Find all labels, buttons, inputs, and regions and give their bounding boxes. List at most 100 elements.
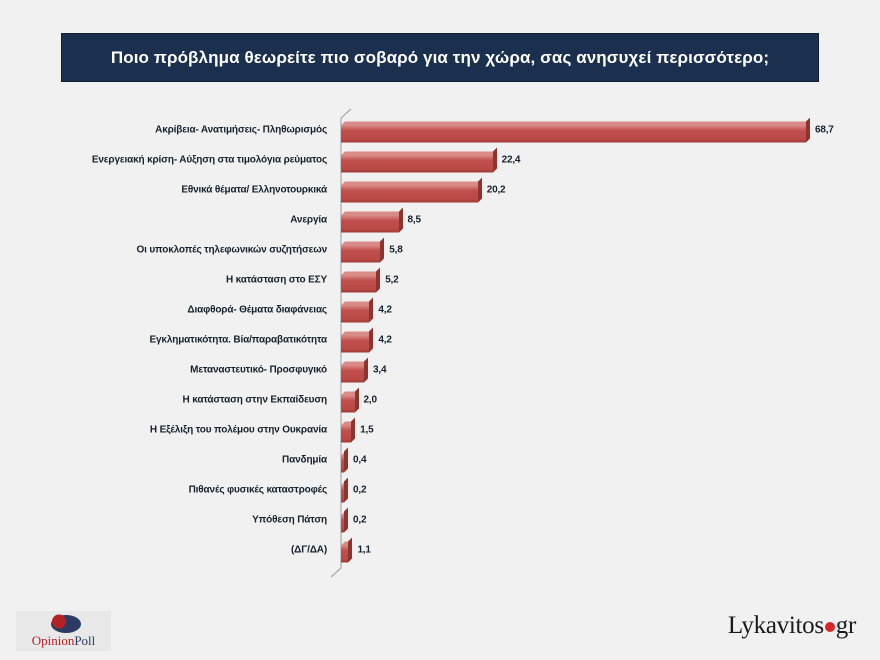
opinionpoll-word-poll: Poll [74, 633, 96, 648]
bar-end-cap [344, 477, 348, 503]
category-label: Η Εξέλιξη του πολέμου στην Ουκρανία [149, 424, 327, 436]
value-label: 2,0 [363, 394, 378, 406]
lykavitos-dot-icon [824, 622, 835, 632]
bar [341, 327, 374, 353]
value-label: 0,2 [353, 514, 367, 526]
bar-front-face [341, 455, 344, 473]
bar-end-cap [364, 357, 368, 383]
bar-front-face [341, 305, 370, 323]
value-label: 5,2 [385, 274, 399, 286]
bar-row: Η κατάσταση στην Εκπαίδευση 2,0 [0, 385, 880, 415]
category-label: Εθνικά θέματα/ Ελληνοτουρκικά [181, 184, 327, 196]
lykavitos-word-tld: gr [835, 612, 857, 639]
bar-row: Εθνικά θέματα/ Ελληνοτουρκικά 20,2 [0, 175, 880, 205]
category-label: Πιθανές φυσικές καταστροφές [188, 484, 328, 496]
bar-end-cap [369, 297, 374, 323]
bar-row: Η κατάσταση στο ΕΣΥ 5,2 [0, 265, 880, 295]
bar-end-cap [806, 117, 810, 143]
bar [341, 357, 368, 383]
category-label: (ΔΓ/ΔΑ) [291, 544, 327, 556]
bar [341, 147, 497, 173]
category-label: Μεταναστευτικό- Προσφυγικό [190, 364, 327, 376]
bar-end-cap [398, 207, 403, 233]
value-label: 5,8 [389, 244, 403, 256]
bar-front-face [341, 215, 399, 233]
bar [341, 387, 359, 413]
value-label: 0,2 [353, 484, 367, 496]
bar-row: Οι υποκλοπές τηλεφωνικών συζητήσεων 5,8 [0, 235, 880, 265]
bar-front-face [341, 365, 364, 383]
category-label: Ενεργειακή κρίση- Αύξηση στα τιμολόγια ρ… [91, 154, 327, 166]
value-label: 0,4 [353, 454, 367, 466]
bar [341, 177, 482, 203]
bar-row: Ανεργία 8,5 [0, 205, 880, 235]
bar [341, 207, 403, 233]
opinionpoll-word-opinion: Opinion [31, 633, 75, 648]
bar [341, 537, 353, 563]
bar [341, 447, 348, 473]
bar-front-face [341, 515, 344, 533]
bar-top-face [341, 121, 810, 126]
bar-end-cap [348, 537, 353, 563]
bar-front-face [341, 155, 493, 173]
opinionpoll-mark-icon [51, 614, 81, 633]
bar-top-face [341, 271, 381, 276]
bar-front-face [341, 185, 478, 203]
category-label: Πανδημία [282, 454, 327, 466]
category-label: Υπόθεση Πάτση [252, 514, 327, 526]
lykavitos-logo: Lykavitos gr [728, 612, 856, 640]
bar-end-cap [380, 237, 385, 263]
category-label: Ακρίβεια- Ανατιμήσεις- Πληθωρισμός [155, 124, 327, 136]
bar-top-face [341, 181, 482, 186]
page-title: Ποιο πρόβλημα θεωρείτε πιο σοβαρό για τη… [110, 47, 770, 67]
category-label: Η κατάσταση στο ΕΣΥ [225, 274, 327, 286]
bar-row: Διαφθορά- Θέματα διαφάνειας 4,2 [0, 295, 880, 325]
category-label: Ανεργία [290, 214, 327, 226]
bar-end-cap [354, 387, 359, 413]
bar-front-face [341, 245, 381, 263]
bar-row: Εγκληματικότητα. Βία/παραβατικότητα 4,2 [0, 325, 880, 355]
bar-end-cap [492, 147, 497, 173]
bar-row: Υπόθεση Πάτση 0,2 [0, 505, 880, 535]
category-label: Διαφθορά- Θέματα διαφάνειας [187, 304, 327, 316]
bar-end-cap [376, 267, 381, 293]
lykavitos-word-name: Lykavitos [727, 612, 824, 639]
bar-front-face [341, 485, 344, 503]
bar-top-face [341, 241, 385, 246]
opinionpoll-logo: OpinionPoll [16, 611, 111, 651]
bar-row: Ακρίβεια- Ανατιμήσεις- Πληθωρισμός 68,7 [0, 115, 880, 145]
bar-row: Ενεργειακή κρίση- Αύξηση στα τιμολόγια ρ… [0, 145, 880, 175]
bar [341, 417, 356, 443]
value-label: 20,2 [486, 184, 506, 196]
bar-end-cap [369, 327, 374, 353]
category-label: Οι υποκλοπές τηλεφωνικών συζητήσεων [136, 244, 327, 256]
bar-row: Πανδημία 0,4 [0, 445, 880, 475]
value-label: 3,4 [373, 364, 387, 376]
opinionpoll-wordmark: OpinionPoll [16, 633, 111, 649]
bar-row: Πιθανές φυσικές καταστροφές 0,2 [0, 475, 880, 505]
category-label: Η κατάσταση στην Εκπαίδευση [182, 394, 328, 406]
bar-top-face [341, 211, 403, 216]
bar-front-face [341, 275, 377, 293]
value-label: 4,2 [378, 304, 392, 316]
bar-end-cap [351, 417, 356, 443]
value-label: 4,2 [378, 334, 392, 346]
value-label: 68,7 [815, 124, 834, 136]
bar-row: Μεταναστευτικό- Προσφυγικό 3,4 [0, 355, 880, 385]
bar-front-face [341, 395, 355, 413]
bar-front-face [341, 125, 806, 143]
bar-front-face [341, 545, 349, 563]
bar-front-face [341, 425, 352, 443]
bar-row: (ΔΓ/ΔΑ) 1,1 [0, 535, 880, 565]
bar-row: Η Εξέλιξη του πολέμου στην Ουκρανία 1,5 [0, 415, 880, 445]
value-label: 1,1 [357, 544, 371, 556]
value-label: 1,5 [360, 424, 374, 436]
bar-top-face [341, 151, 497, 156]
chart-plot-area: Ακρίβεια- Ανατιμήσεις- Πληθωρισμός 68,7 Εν… [0, 108, 880, 578]
value-label: 8,5 [407, 214, 422, 226]
bar [341, 237, 385, 263]
bar [341, 477, 348, 503]
bar [341, 267, 381, 293]
chart-title-banner: Ποιο πρόβλημα θεωρείτε πιο σοβαρό για τη… [61, 33, 819, 82]
bar [341, 297, 374, 323]
